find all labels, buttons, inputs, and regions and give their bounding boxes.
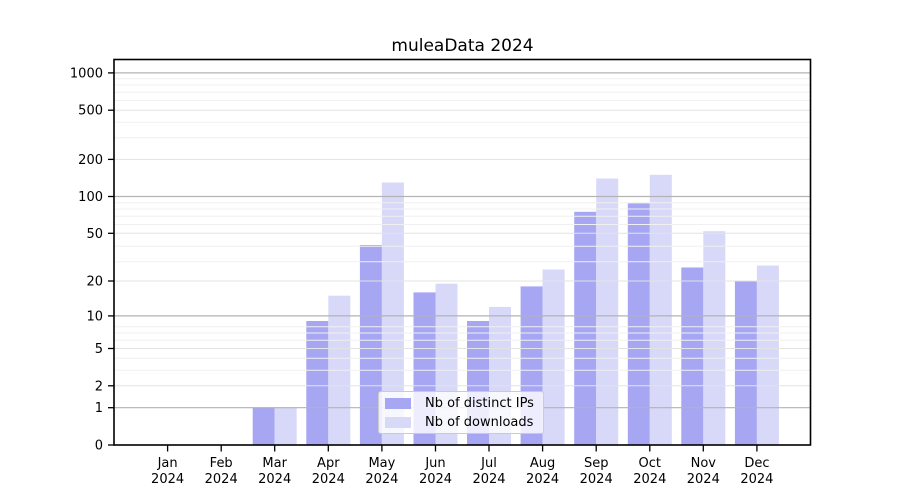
legend-item-distinct-ips: Nb of distinct IPs: [385, 396, 543, 411]
legend-item-downloads: Nb of downloads: [385, 415, 543, 430]
y-tick-label: 500: [78, 104, 103, 119]
x-tick-label-year: 2024: [687, 472, 720, 487]
x-tick-label-month: Feb: [210, 456, 233, 471]
bar-downloads-Nov: [703, 231, 726, 445]
x-tick-label-year: 2024: [580, 472, 613, 487]
bar-downloads-Mar: [274, 407, 297, 445]
chart-title: muleaData 2024: [391, 36, 534, 56]
bar-downloads-Dec: [756, 265, 779, 445]
legend-swatch-distinct-ips: [385, 397, 411, 409]
bar-downloads-May: [381, 182, 404, 445]
y-tick-label: 1: [95, 401, 103, 416]
x-tick-label-month: Aug: [530, 456, 555, 471]
x-tick-label-month: Mar: [262, 456, 287, 471]
bar-distinct-ips-Nov: [681, 267, 704, 445]
chart-legend: Nb of distinct IPs Nb of downloads: [378, 391, 544, 434]
legend-label-downloads: Nb of downloads: [425, 414, 534, 430]
x-tick-label-year: 2024: [365, 472, 398, 487]
bar-downloads-Sep: [596, 178, 619, 445]
y-tick-label: 50: [86, 227, 103, 242]
y-tick-label: 0: [95, 439, 103, 454]
y-tick-label: 20: [86, 275, 103, 290]
plot-border: [113, 58, 812, 446]
x-tick-label-year: 2024: [740, 472, 773, 487]
x-tick-label-year: 2024: [312, 472, 345, 487]
axes-layer: [108, 58, 812, 452]
x-tick-label-month: Jun: [424, 456, 445, 471]
x-tick-label-year: 2024: [258, 472, 291, 487]
x-tick-label-year: 2024: [472, 472, 505, 487]
x-tick-label-month: Dec: [744, 456, 769, 471]
x-tick-label-year: 2024: [151, 472, 184, 487]
legend-label-distinct-ips: Nb of distinct IPs: [425, 395, 534, 411]
y-tick-label: 2: [95, 379, 103, 394]
bar-downloads-Aug: [542, 269, 565, 445]
y-tick-label: 1000: [70, 66, 103, 81]
bar-distinct-ips-May: [359, 245, 382, 445]
y-tick-label: 100: [78, 190, 103, 205]
x-tick-label-month: Jan: [157, 456, 178, 471]
legend-swatch-downloads: [385, 416, 411, 428]
bar-distinct-ips-Apr: [306, 321, 329, 445]
y-tick-label: 10: [86, 309, 103, 324]
bar-distinct-ips-Mar: [252, 407, 275, 445]
x-tick-label-year: 2024: [205, 472, 238, 487]
y-tick-label: 5: [95, 342, 103, 357]
bar-distinct-ips-Dec: [734, 281, 757, 445]
x-tick-label-year: 2024: [419, 472, 452, 487]
x-tick-label-year: 2024: [633, 472, 666, 487]
x-tick-label-year: 2024: [526, 472, 559, 487]
x-tick-label-month: May: [368, 456, 395, 471]
x-tick-label-month: Oct: [639, 456, 661, 471]
x-tick-label-month: Nov: [691, 456, 717, 471]
bar-distinct-ips-Sep: [574, 211, 597, 445]
bar-downloads-Oct: [649, 174, 672, 446]
y-tick-label: 200: [78, 153, 103, 168]
x-tick-label-month: Apr: [317, 456, 340, 471]
x-tick-label-month: Jul: [480, 456, 497, 471]
tick-labels-layer: 01251020501002005001000Jan2024Feb2024Mar…: [70, 66, 774, 487]
bar-distinct-ips-Oct: [627, 203, 650, 445]
x-tick-label-month: Sep: [584, 456, 609, 471]
gridlines-layer: [114, 72, 811, 409]
